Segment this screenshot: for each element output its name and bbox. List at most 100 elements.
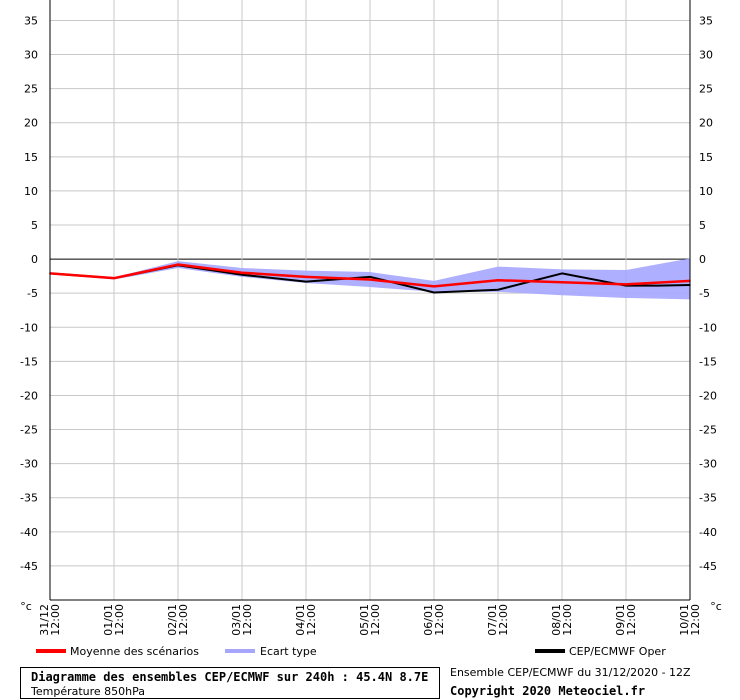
mean-point [369, 278, 371, 281]
y-tick-label-left: -20 [20, 389, 38, 402]
y-tick-label-right: 10 [699, 185, 713, 198]
y-tick-label-left: -30 [20, 458, 38, 471]
y-tick-label-left: -5 [27, 287, 38, 300]
x-tick-time: 12:00 [241, 604, 254, 636]
y-tick-label-right: -20 [699, 389, 717, 402]
x-tick-time: 12:00 [369, 604, 382, 636]
y-tick-label-right: -25 [699, 424, 717, 437]
chart-title: Diagramme des ensembles CEP/ECMWF sur 24… [31, 670, 429, 684]
y-tick-label-right: -30 [699, 458, 717, 471]
x-tick-time: 12:00 [305, 604, 318, 636]
y-tick-label-left: 30 [24, 49, 38, 62]
copyright: Copyright 2020 Meteociel.fr [450, 684, 646, 698]
mean-point [113, 277, 115, 279]
x-tick-time: 12:00 [177, 604, 190, 636]
x-tick-label: 07/0112:00 [486, 604, 510, 636]
chart-grid [49, 0, 691, 600]
x-tick-time: 12:00 [497, 604, 510, 636]
unit-label-right: °c [710, 600, 722, 613]
y-tick-label-right: -45 [699, 560, 717, 573]
oper-point [657, 284, 659, 287]
y-tick-label-left: -25 [20, 424, 38, 437]
y-tick-label-left: -40 [20, 526, 38, 539]
y-tick-label-right: 30 [699, 49, 713, 62]
run-info: Ensemble CEP/ECMWF du 31/12/2020 - 12Z [450, 666, 691, 679]
y-tick-label-right: 35 [699, 14, 713, 27]
y-tick-label-left: -15 [20, 355, 38, 368]
y-tick-label-right: 20 [699, 117, 713, 130]
y-tick-label-right: -15 [699, 355, 717, 368]
chart-axes: 35 35 30 30 25 25 20 20 15 15 10 10 5 5 0 0 -5 -5 -10 -10 -1… [20, 0, 722, 636]
oper-point [497, 288, 499, 291]
y-tick-label-left: 20 [24, 117, 38, 130]
y-tick-label-left: 15 [24, 151, 38, 164]
legend-swatch-std-dev [225, 649, 255, 653]
x-tick-label: 01/0112:00 [102, 604, 126, 636]
oper-point [433, 291, 435, 294]
chart-title-box: Diagramme des ensembles CEP/ECMWF sur 24… [20, 667, 440, 699]
x-tick-label: 02/0112:00 [166, 604, 190, 636]
x-tick-label: 09/0112:00 [614, 604, 638, 636]
mean-point [561, 281, 563, 284]
y-tick-label-right: -35 [699, 492, 717, 505]
x-tick-date: 03/01 [230, 604, 243, 636]
legend-swatch-oper [535, 649, 565, 653]
x-tick-date: 31/12 [38, 604, 51, 636]
oper-point [305, 280, 307, 283]
y-tick-label-right: 15 [699, 151, 713, 164]
x-tick-label: 03/0112:00 [230, 604, 254, 636]
y-tick-label-right: 25 [699, 83, 713, 96]
legend-label-std-dev: Ecart type [260, 645, 317, 658]
oper-point [241, 273, 243, 276]
y-tick-label-left: 35 [24, 14, 38, 27]
y-tick-label-right: 5 [699, 219, 706, 232]
x-tick-date: 08/01 [550, 604, 563, 636]
chart-subtitle: Température 850hPa [31, 685, 146, 698]
y-tick-label-left: 10 [24, 185, 38, 198]
x-tick-date: 01/01 [102, 604, 115, 636]
legend-swatch-mean [36, 649, 66, 653]
x-tick-date: 09/01 [614, 604, 627, 636]
y-tick-label-left: 0 [31, 253, 38, 266]
x-tick-time: 12:00 [113, 604, 126, 636]
x-tick-date: 10/01 [678, 604, 691, 636]
mean-point [625, 283, 627, 286]
legend-label-oper: CEP/ECMWF Oper [569, 645, 666, 658]
y-tick-label-right: 0 [699, 253, 706, 266]
unit-label-left: °c [20, 600, 32, 613]
x-tick-date: 06/01 [422, 604, 435, 636]
x-tick-label: 10/0112:00 [678, 604, 702, 636]
x-tick-label: 04/0112:00 [294, 604, 318, 636]
y-tick-label-left: 25 [24, 83, 38, 96]
y-tick-label-left: -35 [20, 492, 38, 505]
x-tick-date: 04/01 [294, 604, 307, 636]
x-tick-date: 07/01 [486, 604, 499, 636]
x-tick-label: 05/0112:00 [358, 604, 382, 636]
mean-point [241, 271, 243, 274]
x-tick-date: 05/01 [358, 604, 371, 636]
y-tick-label-left: -10 [20, 321, 38, 334]
y-tick-label-left: -45 [20, 560, 38, 573]
x-tick-time: 12:00 [689, 604, 702, 636]
x-tick-time: 12:00 [625, 604, 638, 636]
series-lines [49, 263, 691, 294]
legend-label-mean: Moyenne des scénarios [70, 645, 199, 658]
mean-point [497, 279, 499, 282]
x-tick-date: 02/01 [166, 604, 179, 636]
mean-point [305, 276, 307, 278]
ensemble-chart: 35 35 30 30 25 25 20 20 15 15 10 10 5 5 0 0 -5 -5 -10 -10 -1… [20, 0, 722, 636]
y-tick-label-right: -5 [699, 287, 710, 300]
oper-point [561, 272, 563, 275]
x-tick-label: 08/0112:00 [550, 604, 574, 636]
x-tick-label: 06/0112:00 [422, 604, 446, 636]
x-tick-time: 12:00 [433, 604, 446, 636]
oper-point [369, 276, 371, 278]
x-tick-time: 12:00 [49, 604, 62, 636]
x-tick-time: 12:00 [561, 604, 574, 636]
y-tick-label-right: -10 [699, 321, 717, 334]
mean-point [433, 285, 435, 288]
mean-point [177, 263, 179, 266]
x-tick-label: 31/1212:00 [38, 604, 62, 636]
y-tick-label-right: -40 [699, 526, 717, 539]
y-tick-label-left: 5 [31, 219, 38, 232]
